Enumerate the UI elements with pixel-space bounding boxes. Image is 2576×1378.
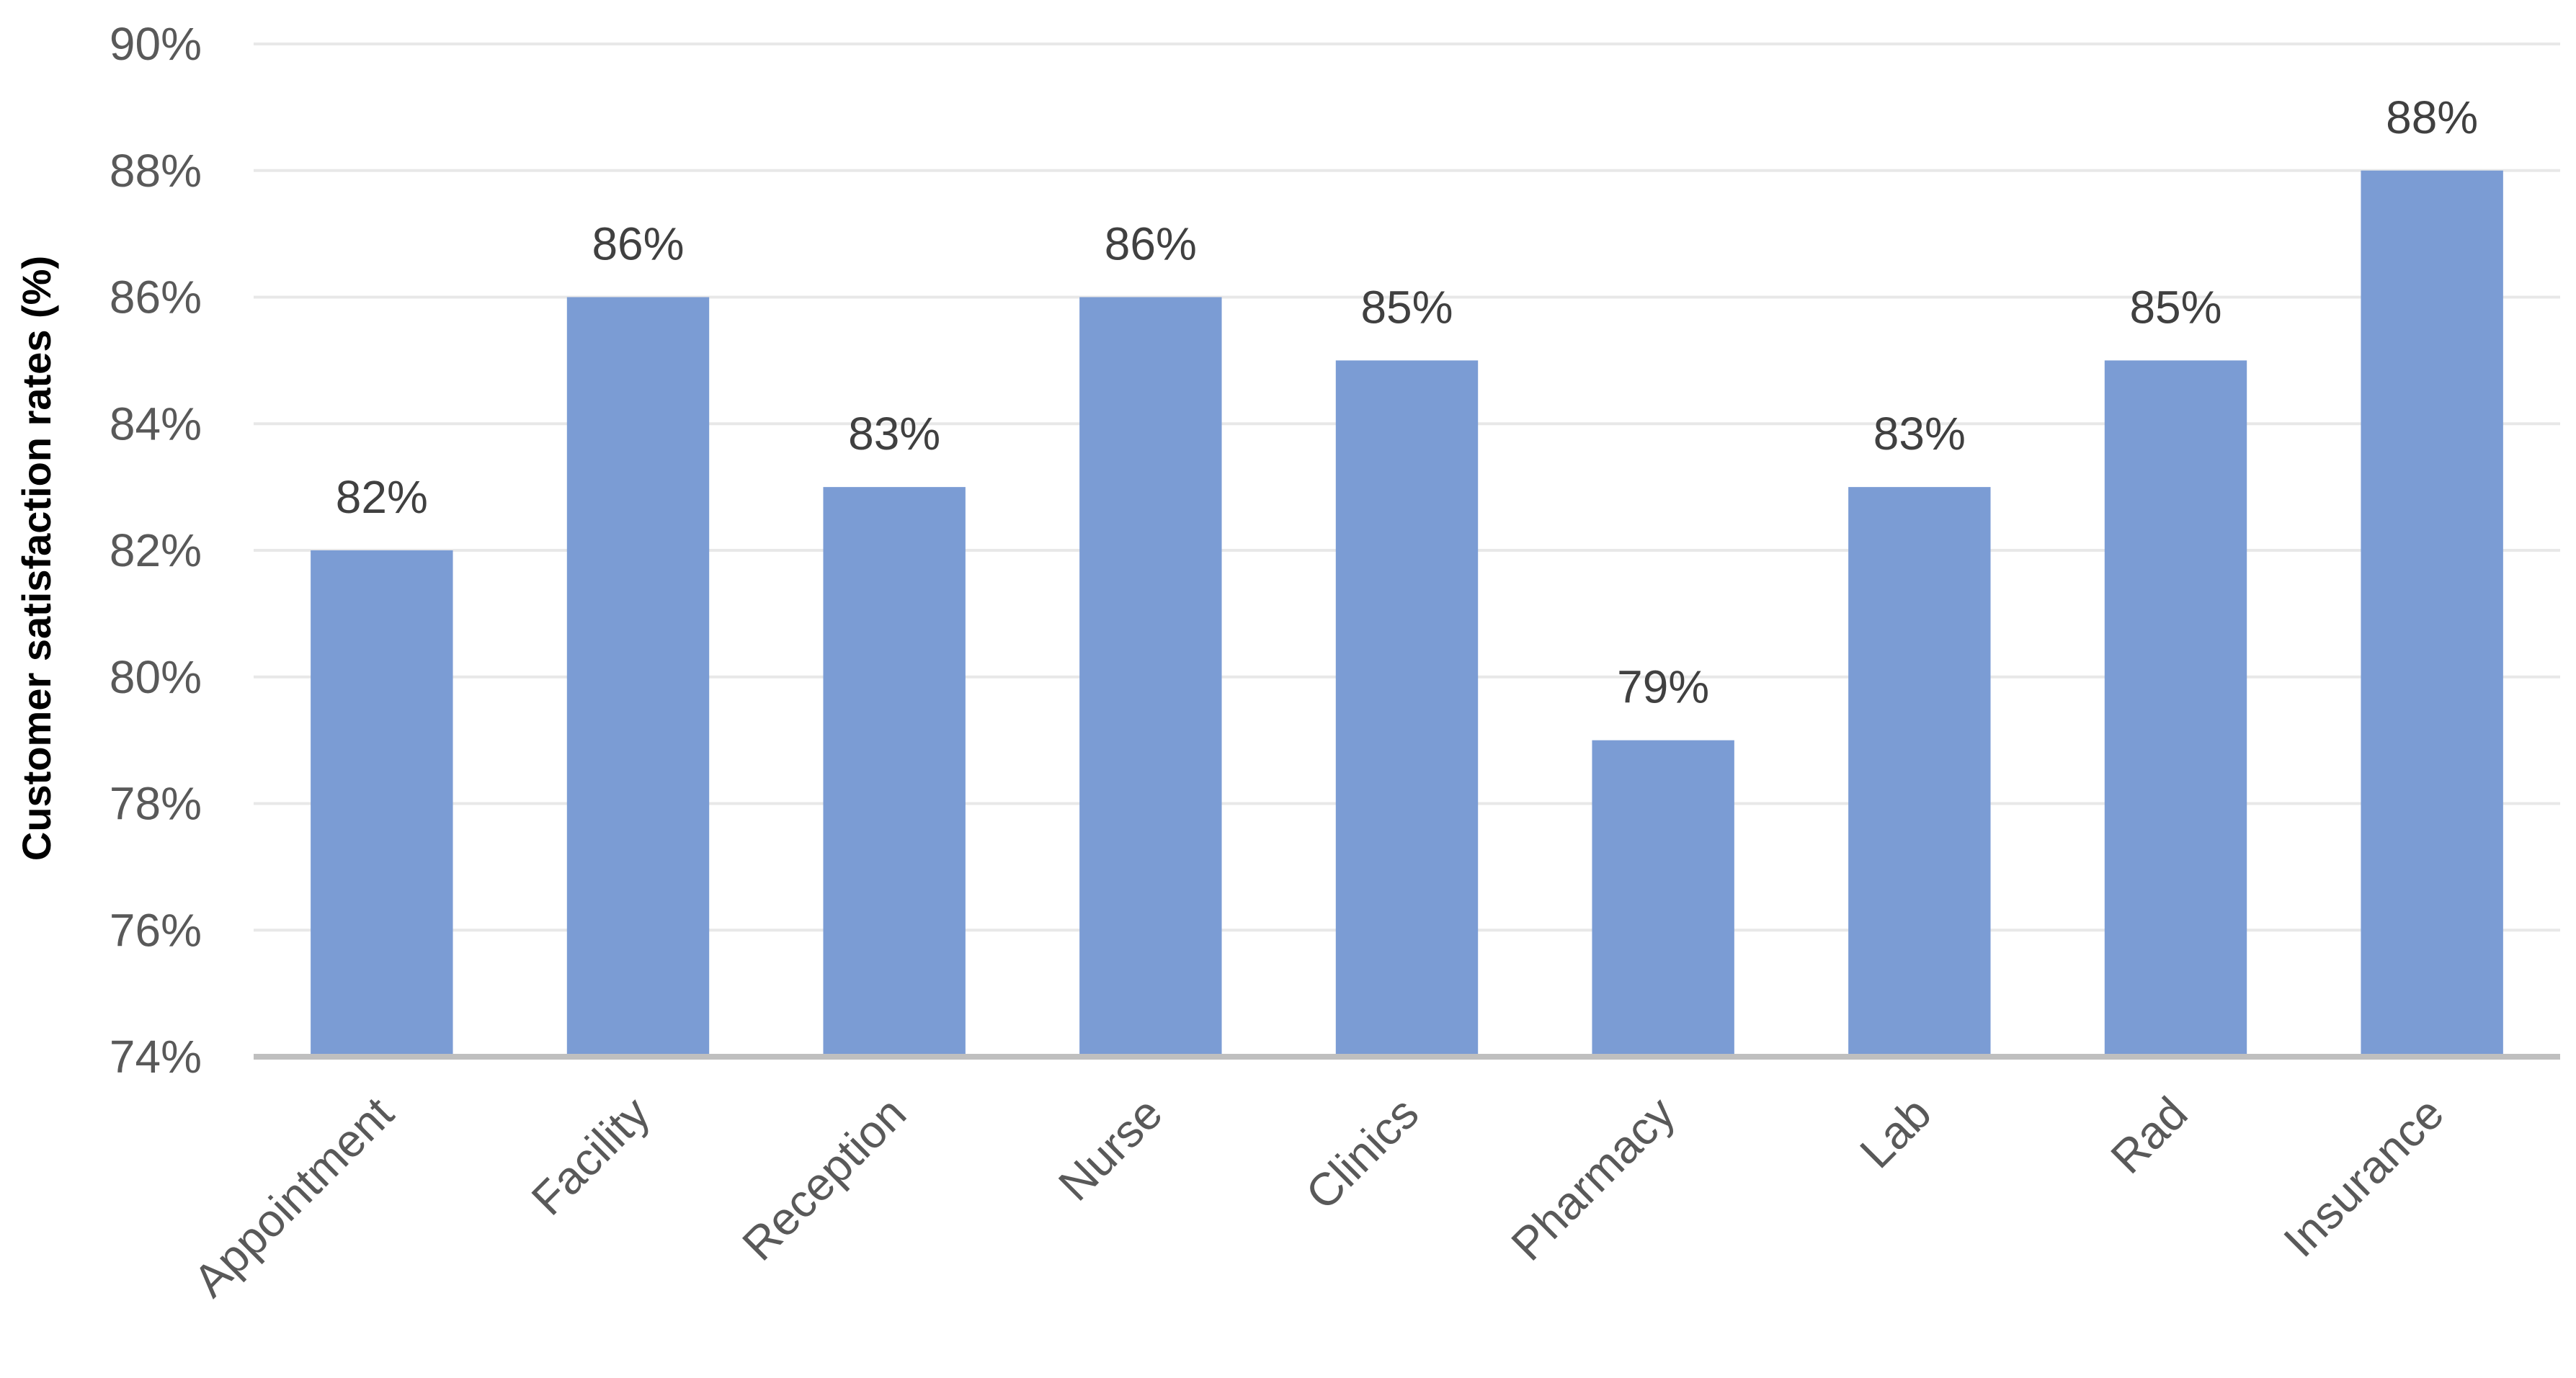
- data-label: 83%: [1873, 408, 1966, 460]
- x-tick-label: Appointment: [184, 1087, 404, 1307]
- x-tick-label: Rad: [2100, 1087, 2197, 1184]
- y-axis-ticks: 74% 76% 78% 80% 82% 84% 86% 88% 90%: [110, 18, 202, 1083]
- data-label: 85%: [1360, 281, 1453, 333]
- x-tick-label: Reception: [732, 1087, 916, 1271]
- data-labels: 82% 86% 83% 86% 85% 79% 83% 85% 88%: [336, 91, 2478, 713]
- bar-clinics: [1335, 360, 1479, 1057]
- y-tick-label: 86%: [110, 272, 202, 323]
- bars: [311, 170, 2503, 1057]
- data-label: 82%: [336, 471, 428, 523]
- data-label: 83%: [848, 408, 940, 460]
- x-tick-label: Clinics: [1296, 1087, 1428, 1220]
- y-tick-label: 82%: [110, 524, 202, 576]
- x-tick-label: Pharmacy: [1501, 1087, 1685, 1271]
- data-label: 85%: [2129, 281, 2221, 333]
- y-tick-label: 74%: [110, 1031, 202, 1083]
- y-tick-label: 76%: [110, 904, 202, 956]
- bar-nurse: [1079, 297, 1222, 1057]
- y-tick-label: 78%: [110, 778, 202, 830]
- x-tick-label: Nurse: [1048, 1087, 1172, 1211]
- bar-reception: [823, 487, 966, 1057]
- bar-insurance: [2361, 170, 2503, 1057]
- y-tick-label: 90%: [110, 18, 202, 70]
- bar-pharmacy: [1592, 740, 1734, 1057]
- x-tick-label: Insurance: [2273, 1087, 2454, 1267]
- y-tick-label: 88%: [110, 145, 202, 197]
- y-tick-label: 84%: [110, 398, 202, 449]
- y-axis-title: Customer satisfaction rates (%): [14, 256, 59, 861]
- data-label: 88%: [2386, 91, 2478, 143]
- x-axis-categories: Appointment Facility Reception Nurse Clinics…: [184, 1087, 2454, 1307]
- data-label: 79%: [1617, 661, 1709, 713]
- y-tick-label: 80%: [110, 651, 202, 703]
- bar-rad: [2104, 360, 2247, 1057]
- bar-lab: [1848, 487, 1991, 1057]
- data-label: 86%: [1105, 218, 1197, 270]
- x-tick-label: Facility: [522, 1087, 660, 1225]
- x-tick-label: Lab: [1850, 1087, 1940, 1178]
- bar-appointment: [311, 550, 453, 1057]
- bar-facility: [566, 297, 710, 1057]
- data-label: 86%: [592, 218, 684, 270]
